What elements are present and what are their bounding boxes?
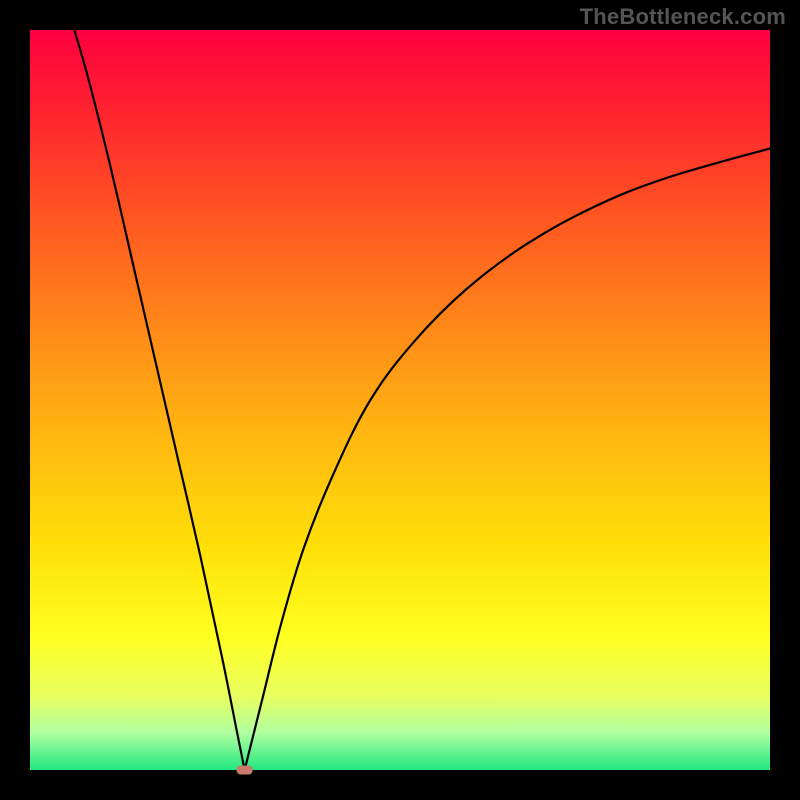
plot-background xyxy=(30,30,770,770)
minimum-marker xyxy=(237,766,253,775)
bottleneck-chart xyxy=(0,0,800,800)
chart-container: TheBottleneck.com xyxy=(0,0,800,800)
watermark-text: TheBottleneck.com xyxy=(580,4,786,30)
